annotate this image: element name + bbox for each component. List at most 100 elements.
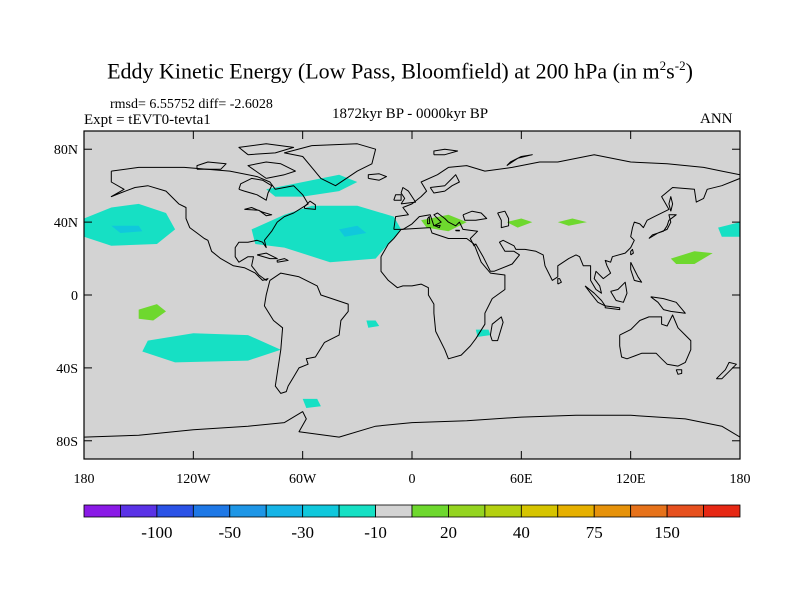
- dateline-edge-anomaly: [718, 222, 740, 237]
- coastline-antarctica: [84, 411, 740, 438]
- mozambique-anomaly: [475, 329, 491, 337]
- colorbar-label: -10: [364, 523, 387, 542]
- coastline-victoria-island: [196, 161, 227, 170]
- coastline-iceland: [367, 173, 387, 181]
- coastline-sardinia-corsica: [427, 216, 431, 225]
- north-atlantic-anomaly: [251, 205, 402, 263]
- colorbar-swatch: [593, 504, 632, 518]
- x-tick-label: 180: [74, 472, 95, 487]
- colorbar-label: -30: [291, 523, 314, 542]
- coastline-new-zealand: [715, 361, 737, 380]
- south-atlantic-small-anomaly: [366, 320, 380, 328]
- x-axis: 180 120W 60W 0 60E 120E 180: [74, 131, 751, 487]
- coastline-british-isles: [400, 187, 417, 205]
- x-tick-label: 180: [730, 472, 751, 487]
- tropical-pacific-anomaly: [138, 304, 166, 321]
- x-tick-label: 120W: [176, 472, 211, 487]
- central-asia-anomaly-1: [506, 218, 533, 228]
- colorbar-label: 150: [654, 523, 680, 542]
- colorbar-label: 75: [586, 523, 603, 542]
- colorbar-swatch: [120, 504, 158, 518]
- canada-anomaly: [266, 174, 358, 197]
- title-superscript-2: -2: [674, 58, 686, 73]
- plot-background: [84, 131, 740, 459]
- colorbar-swatch: [229, 504, 267, 518]
- colorbar-swatch: [338, 504, 376, 518]
- north-pacific-anomaly: [84, 203, 176, 246]
- coastline-tasmania: [675, 369, 683, 375]
- colorbar-swatch: [484, 504, 522, 518]
- colorbar-swatch: [265, 504, 304, 518]
- y-tick-label: 80N: [54, 143, 78, 158]
- coastline-borneo: [610, 281, 628, 303]
- colorbar-label: -100: [141, 523, 172, 542]
- coastline-novaya-zemlya: [506, 154, 533, 167]
- colorbar-swatch: [520, 504, 559, 518]
- colorbar-label: 20: [440, 523, 457, 542]
- colorbar-swatch: [192, 504, 231, 518]
- coastline-greenland: [283, 143, 377, 187]
- x-tick-label: 0: [409, 472, 416, 487]
- coastline-sakhalin: [668, 196, 674, 212]
- x-tick-label: 60W: [289, 472, 317, 487]
- y-tick-label: 40S: [56, 362, 78, 377]
- colorbar-swatch: [83, 504, 121, 518]
- colorbar-swatch: [375, 504, 413, 518]
- colorbar-swatch: [302, 504, 340, 518]
- title-mid-text: s: [666, 58, 675, 84]
- title-superscript-1: 2: [659, 58, 667, 73]
- coastline-new-guinea: [650, 296, 686, 314]
- coastlines: [84, 143, 740, 438]
- coastline-java: [604, 305, 621, 311]
- colorbar-swatch: [448, 504, 486, 518]
- coastline-scandinavia-baltic: [429, 174, 460, 194]
- stats-label: rmsd= 6.55752 diff= -2.6028: [110, 97, 273, 112]
- chart-title: Eddy Kinetic Energy (Low Pass, Bloomfiel…: [0, 58, 800, 84]
- x-tick-label: 120E: [616, 472, 646, 487]
- anomaly-regions: [84, 174, 740, 408]
- coastline-eurasia: [393, 154, 740, 294]
- colorbar-swatch: [703, 504, 741, 518]
- coastline-south-america: [263, 272, 349, 394]
- colorbar-swatch: [411, 504, 449, 518]
- y-tick-label: 0: [71, 289, 78, 304]
- y-axis: 80N 40N 0 40S 80S: [54, 143, 740, 450]
- coastline-australia: [619, 314, 692, 367]
- coastline-hispaniola: [276, 258, 289, 263]
- coastline-crete-cyprus: [455, 229, 460, 232]
- experiment-label: Expt = tEVT0-tevta1: [84, 112, 211, 128]
- coastline-japan: [648, 214, 677, 239]
- coastline-hainan-taiwan: [630, 248, 634, 256]
- coastline-philippines: [630, 261, 643, 283]
- coastline-great-lakes: [244, 207, 273, 217]
- coastline-ellesmere-island: [238, 143, 295, 156]
- coastline-ireland: [393, 194, 402, 201]
- drake-passage-anomaly: [302, 398, 321, 408]
- y-tick-label: 40N: [54, 216, 78, 231]
- coastline-svalbard: [433, 148, 459, 156]
- north-atlantic-core: [339, 225, 367, 237]
- y-tick-label: 80S: [56, 435, 78, 450]
- coastline-newfoundland: [304, 200, 316, 210]
- colorbar-label: 40: [513, 523, 530, 542]
- title-end-text: ): [685, 58, 693, 84]
- period-subtitle: 1872kyr BP - 0000kyr BP: [331, 106, 489, 122]
- colorbar-swatch: [156, 504, 194, 518]
- colorbar-label: -50: [218, 523, 241, 542]
- coastline-north-america: [110, 166, 309, 281]
- coastline-caspian-sea: [497, 210, 510, 229]
- coastline-hudson-bay: [238, 177, 273, 201]
- coastline-africa: [380, 227, 506, 360]
- mediterranean-anomaly: [421, 214, 467, 232]
- colorbar: -100 -50 -30 -10 20 40 75 150: [83, 504, 741, 542]
- coastline-black-sea: [462, 210, 488, 221]
- south-pacific-anomaly: [142, 333, 281, 363]
- colorbar-swatch: [557, 504, 595, 518]
- coastline-madagascar: [489, 316, 504, 342]
- north-pacific-core: [111, 225, 143, 233]
- west-pacific-anomaly: [670, 251, 713, 264]
- coastline-sicily: [434, 224, 441, 229]
- colorbar-swatch: [666, 504, 704, 518]
- colorbar-swatch: [630, 504, 668, 518]
